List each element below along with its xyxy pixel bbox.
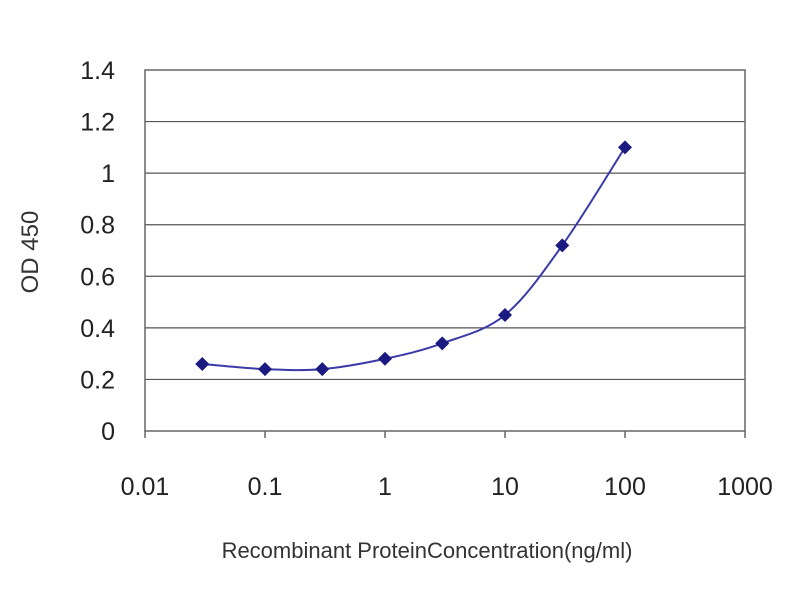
y-axis-label: OD 450 [17, 211, 44, 294]
data-point [555, 238, 570, 253]
series-layer [195, 140, 632, 377]
plot-frame [144, 69, 746, 432]
data-point [435, 336, 450, 351]
y-tick-label: 0.2 [80, 366, 115, 394]
y-tick-label: 1.2 [80, 109, 115, 137]
x-tick-label: 1000 [717, 473, 773, 501]
plot-background [145, 70, 745, 431]
y-axis-tick-labels: 0 0.2 0.4 0.6 0.8 1 1.2 1.4 [80, 57, 115, 446]
y-tick-label: 0.4 [80, 315, 115, 343]
y-tick-label: 0.8 [80, 212, 115, 240]
x-tick-label: 1 [378, 473, 392, 501]
x-axis-tick-labels: 0.01 0.1 1 10 100 1000 [121, 473, 773, 501]
data-point [195, 356, 210, 371]
x-tick-label: 0.1 [248, 473, 283, 501]
x-tick-label: 0.01 [121, 473, 170, 501]
data-point [258, 362, 272, 377]
y-tick-label: 1.4 [80, 57, 115, 85]
y-tick-label: 0.6 [80, 263, 115, 291]
y-tick-label: 0 [101, 418, 115, 446]
x-axis-label: Recombinant ProteinConcentration(ng/ml) [222, 538, 633, 563]
y-tick-label: 1 [101, 160, 115, 188]
data-point [315, 362, 330, 377]
data-point [498, 307, 512, 322]
x-tick-label: 10 [491, 473, 519, 501]
x-axis-ticks [144, 431, 746, 438]
data-point [378, 351, 392, 366]
x-tick-label: 100 [604, 473, 646, 501]
data-point [618, 140, 632, 155]
grid-lines [145, 120, 745, 381]
